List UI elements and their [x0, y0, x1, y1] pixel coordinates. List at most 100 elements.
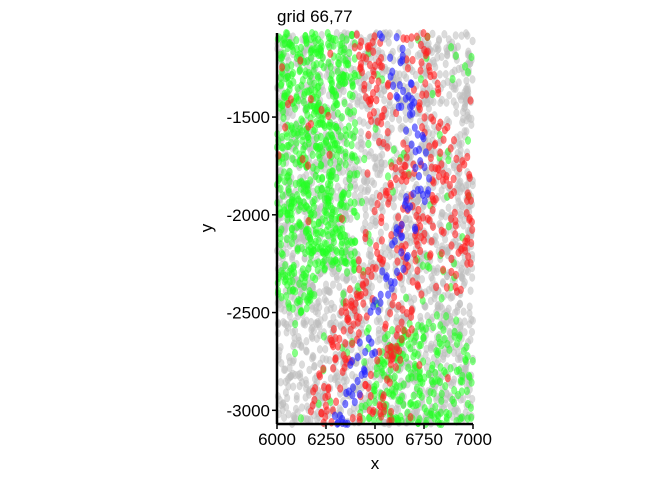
green-point — [330, 237, 337, 247]
red-point — [360, 281, 367, 290]
red-point — [352, 299, 359, 308]
green-point — [305, 297, 312, 306]
gray-point — [383, 222, 390, 232]
gray-point — [309, 323, 316, 333]
red-point — [374, 356, 381, 365]
green-point — [310, 163, 317, 172]
gray-point — [373, 159, 380, 168]
gray-point — [311, 361, 318, 371]
red-point — [370, 108, 377, 117]
green-point — [280, 159, 287, 168]
gray-point — [281, 319, 288, 328]
green-point — [327, 180, 334, 190]
gray-point — [438, 95, 445, 105]
gray-point — [444, 51, 451, 60]
red-point — [394, 257, 401, 266]
blue-point — [390, 81, 397, 90]
x-tick-label: 6250 — [307, 430, 345, 449]
gray-point — [327, 304, 334, 314]
green-point — [427, 387, 434, 397]
blue-point — [403, 253, 410, 262]
red-point — [426, 252, 433, 261]
green-point — [291, 348, 299, 358]
gray-point — [300, 317, 307, 327]
green-point — [296, 65, 304, 75]
green-point — [412, 400, 419, 410]
green-point — [327, 192, 334, 201]
red-point — [360, 271, 367, 280]
green-point — [416, 387, 423, 396]
red-point — [305, 217, 312, 226]
green-point — [342, 160, 349, 169]
red-point — [395, 213, 402, 222]
green-point — [402, 293, 410, 303]
green-point — [328, 34, 335, 43]
red-point — [360, 299, 367, 308]
gray-point — [445, 203, 452, 213]
green-point — [390, 145, 397, 154]
blue-point — [345, 387, 352, 396]
red-point — [404, 144, 411, 154]
y-tick-label: -2000 — [227, 206, 270, 225]
green-point — [293, 138, 300, 147]
red-point — [452, 229, 459, 239]
green-point — [278, 225, 285, 234]
red-point — [305, 122, 312, 131]
green-point — [292, 179, 299, 189]
gray-point — [442, 212, 449, 221]
red-point — [417, 66, 424, 75]
green-point — [347, 198, 354, 207]
green-point — [279, 100, 286, 110]
green-point — [284, 29, 291, 38]
gray-point — [281, 413, 288, 422]
red-point — [355, 329, 362, 338]
chart-title: grid 66,77 — [277, 7, 353, 26]
gray-point — [306, 365, 313, 375]
green-point — [289, 154, 296, 163]
gray-point — [396, 115, 403, 124]
green-point — [448, 42, 455, 52]
red-point — [447, 144, 454, 153]
red-point — [421, 113, 428, 122]
gray-point — [372, 217, 379, 226]
gray-point — [314, 308, 321, 318]
blue-point — [411, 98, 418, 107]
green-point — [373, 380, 380, 389]
green-point — [288, 198, 295, 208]
gray-point — [454, 306, 461, 316]
blue-point — [347, 360, 354, 369]
blue-point — [377, 290, 384, 300]
blue-point — [387, 277, 394, 287]
blue-point — [398, 232, 405, 242]
green-point — [277, 208, 284, 218]
green-point — [397, 412, 404, 421]
green-point — [297, 43, 305, 53]
red-point — [320, 364, 327, 374]
green-point — [425, 318, 432, 328]
blue-point — [419, 190, 426, 200]
red-point — [420, 28, 427, 38]
red-point — [404, 63, 411, 73]
gray-point — [460, 307, 467, 316]
red-point — [307, 94, 314, 104]
x-tick-label: 6750 — [405, 430, 443, 449]
green-point — [429, 89, 436, 99]
green-point — [437, 321, 444, 330]
gray-point — [293, 394, 300, 404]
green-point — [351, 248, 358, 257]
green-point — [294, 297, 301, 307]
gray-point — [334, 274, 341, 284]
red-point — [403, 34, 410, 44]
red-point — [311, 395, 318, 405]
green-point — [297, 307, 304, 317]
green-point — [328, 167, 336, 176]
green-point — [318, 161, 325, 170]
green-point — [344, 240, 351, 249]
green-point — [438, 340, 445, 350]
green-point — [318, 42, 325, 51]
gray-point — [452, 31, 459, 40]
gray-point — [290, 249, 297, 259]
red-point — [424, 47, 431, 56]
